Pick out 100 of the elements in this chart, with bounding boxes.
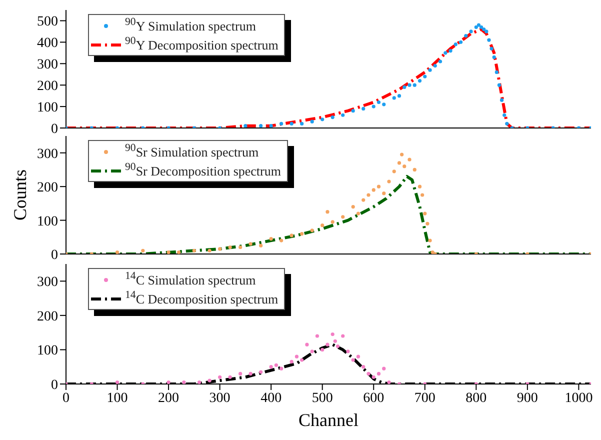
point — [330, 332, 334, 336]
point — [438, 60, 442, 64]
point — [166, 380, 170, 384]
legend-label: $^{90}$Y Simulation spectrum — [125, 16, 256, 35]
point — [356, 212, 360, 216]
point — [320, 348, 324, 352]
point — [458, 40, 463, 44]
point — [336, 344, 340, 348]
point — [397, 161, 402, 165]
y-tick-label: 400 — [37, 36, 58, 52]
point — [198, 380, 202, 384]
point — [115, 250, 120, 254]
point — [326, 342, 330, 346]
point — [376, 184, 381, 188]
point — [420, 193, 424, 197]
y-tick-label: 0 — [51, 122, 58, 137]
point — [392, 170, 396, 174]
point — [259, 370, 263, 374]
point — [310, 350, 314, 354]
legend-label: $^{90}$Y Decomposition spectrum — [125, 35, 278, 54]
point — [372, 188, 376, 192]
point — [346, 350, 350, 354]
point — [341, 113, 345, 117]
point — [372, 375, 376, 379]
point — [362, 198, 366, 202]
point — [248, 242, 252, 246]
x-tick-label: 900 — [516, 390, 538, 406]
point — [482, 28, 486, 32]
point — [494, 70, 498, 74]
y-tick-label: 0 — [51, 378, 58, 393]
point — [290, 360, 294, 364]
point — [351, 109, 355, 113]
legend-label: $^{14}$C Simulation spectrum — [125, 270, 256, 289]
point — [376, 372, 381, 376]
y-tick-label: 0 — [51, 248, 58, 263]
point — [476, 23, 481, 27]
point — [320, 118, 324, 122]
point — [484, 30, 488, 34]
y-tick-label: 200 — [37, 309, 58, 324]
point — [244, 124, 248, 128]
point — [351, 358, 355, 362]
y-tick-label: 300 — [37, 275, 58, 290]
point — [115, 380, 120, 384]
point — [166, 250, 170, 254]
point — [426, 222, 430, 226]
point — [382, 192, 386, 196]
point — [382, 366, 386, 370]
y-tick-label: 100 — [37, 344, 58, 359]
y-tick-label: 100 — [37, 214, 58, 230]
point — [269, 124, 273, 128]
point — [238, 245, 242, 250]
point — [400, 152, 404, 156]
y-tick-label: 500 — [37, 14, 58, 30]
point — [454, 42, 458, 46]
point — [387, 180, 391, 184]
point — [351, 205, 355, 209]
point — [428, 68, 432, 72]
point — [392, 96, 396, 100]
y-axis-title: Counts — [10, 169, 30, 221]
point — [497, 83, 502, 87]
point — [505, 122, 509, 126]
point — [218, 375, 222, 379]
point — [469, 30, 473, 34]
point — [269, 237, 273, 241]
point — [208, 248, 212, 252]
y-tick-label: 300 — [37, 146, 58, 162]
point — [208, 378, 212, 382]
legend-label: $^{14}$C Decomposition spectrum — [125, 289, 278, 308]
x-tick-label: 0 — [62, 390, 70, 406]
point — [141, 248, 145, 252]
point — [280, 366, 284, 370]
point — [474, 25, 478, 29]
point — [310, 228, 314, 232]
point — [300, 358, 304, 362]
x-tick-label: 600 — [363, 390, 384, 406]
point — [418, 79, 422, 83]
point — [259, 244, 263, 248]
y-tick-label: 300 — [37, 58, 58, 73]
point — [182, 380, 186, 384]
point — [259, 124, 263, 128]
point — [412, 83, 416, 87]
point — [305, 342, 309, 346]
point — [402, 164, 406, 168]
point — [294, 354, 299, 358]
point — [397, 94, 402, 98]
x-tick-label: 800 — [466, 390, 487, 406]
point — [448, 48, 452, 53]
point — [372, 104, 376, 108]
point — [176, 250, 181, 254]
x-tick-label: 500 — [312, 390, 333, 406]
point — [356, 354, 360, 358]
x-tick-label: 200 — [158, 390, 180, 406]
point — [382, 102, 386, 106]
point — [228, 375, 232, 379]
point — [500, 98, 504, 102]
point — [479, 25, 484, 29]
point — [362, 365, 366, 369]
y-tick-label: 200 — [37, 79, 58, 94]
point — [492, 55, 496, 59]
point — [320, 224, 324, 228]
